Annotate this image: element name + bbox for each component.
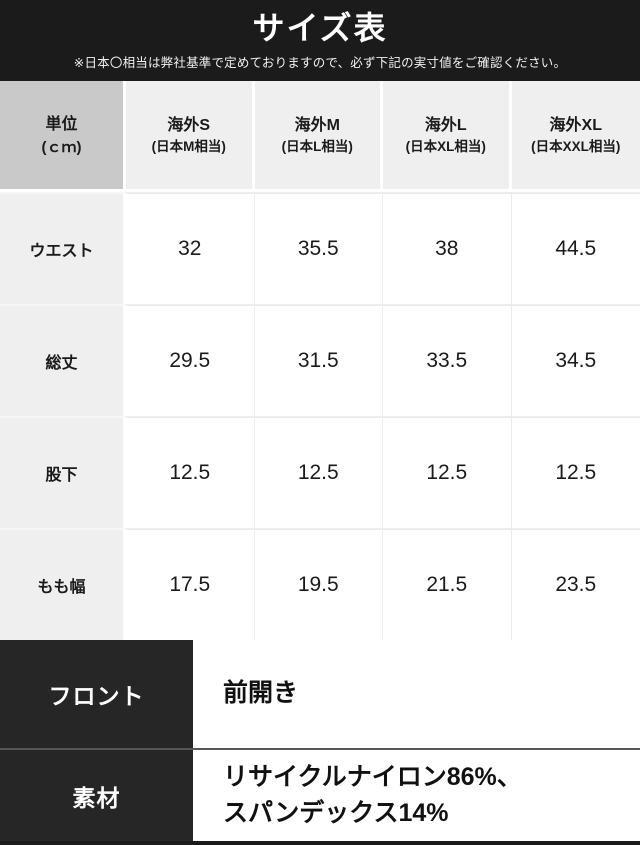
- table-row-waist: ウエスト 32 35.5 38 44.5: [0, 192, 640, 304]
- column-header-overseas-m: 海外M (日本L相当): [254, 81, 383, 192]
- cell-value: 38: [383, 192, 512, 304]
- cell-value: 12.5: [126, 416, 255, 528]
- unit-header-cell: 単位 (ｃｍ): [0, 81, 126, 192]
- cell-value: 12.5: [511, 416, 640, 528]
- cell-value: 44.5: [511, 192, 640, 304]
- header: サイズ表 ※日本〇相当は弊社基準で定めておりますので、必ず下記の実寸値をご確認く…: [0, 0, 640, 81]
- row-label: 総丈: [0, 304, 126, 416]
- table-row-inseam: 股下 12.5 12.5 12.5 12.5: [0, 416, 640, 528]
- detail-label-material: 素材: [0, 750, 193, 841]
- detail-divider: [0, 748, 640, 750]
- cell-value: 21.5: [383, 528, 512, 640]
- column-header-overseas-l: 海外L (日本XL相当): [383, 81, 512, 192]
- unit-sub-label: (ｃｍ): [41, 138, 82, 156]
- unit-label: 単位: [45, 115, 78, 133]
- table-header-row: 単位 (ｃｍ) 海外S (日本M相当) 海外M (日本L相当) 海外L (日本X…: [0, 81, 640, 192]
- row-label: もも幅: [0, 528, 126, 640]
- cell-value: 35.5: [254, 192, 383, 304]
- detail-value-material: リサイクルナイロン86%、 スパンデックス14%: [193, 750, 640, 841]
- header-note: ※日本〇相当は弊社基準で定めておりますので、必ず下記の実寸値をご確認ください。: [73, 56, 567, 71]
- cell-value: 34.5: [511, 304, 640, 416]
- detail-row-material: 素材 リサイクルナイロン86%、 スパンデックス14%: [0, 750, 640, 841]
- column-header-overseas-xl: 海外XL (日本XXL相当): [511, 81, 640, 192]
- cell-value: 12.5: [254, 416, 383, 528]
- page-title: サイズ表: [252, 10, 388, 46]
- row-label: ウエスト: [0, 192, 126, 304]
- cell-value: 23.5: [511, 528, 640, 640]
- table-row-total-length: 総丈 29.5 31.5 33.5 34.5: [0, 304, 640, 416]
- cell-value: 32: [126, 192, 255, 304]
- column-header-overseas-s: 海外S (日本M相当): [126, 81, 255, 192]
- bottom-strip: [0, 841, 640, 845]
- details-section: フロント 前開き 素材 リサイクルナイロン86%、 スパンデックス14%: [0, 640, 640, 845]
- detail-label-front: フロント: [0, 640, 193, 748]
- cell-value: 29.5: [126, 304, 255, 416]
- cell-value: 31.5: [254, 304, 383, 416]
- detail-row-front: フロント 前開き: [0, 640, 640, 748]
- cell-value: 19.5: [254, 528, 383, 640]
- detail-value-front: 前開き: [193, 640, 640, 748]
- table-row-thigh-width: もも幅 17.5 19.5 21.5 23.5: [0, 528, 640, 640]
- size-table: 単位 (ｃｍ) 海外S (日本M相当) 海外M (日本L相当) 海外L (日本X…: [0, 81, 640, 640]
- row-label: 股下: [0, 416, 126, 528]
- cell-value: 12.5: [383, 416, 512, 528]
- cell-value: 33.5: [383, 304, 512, 416]
- cell-value: 17.5: [126, 528, 255, 640]
